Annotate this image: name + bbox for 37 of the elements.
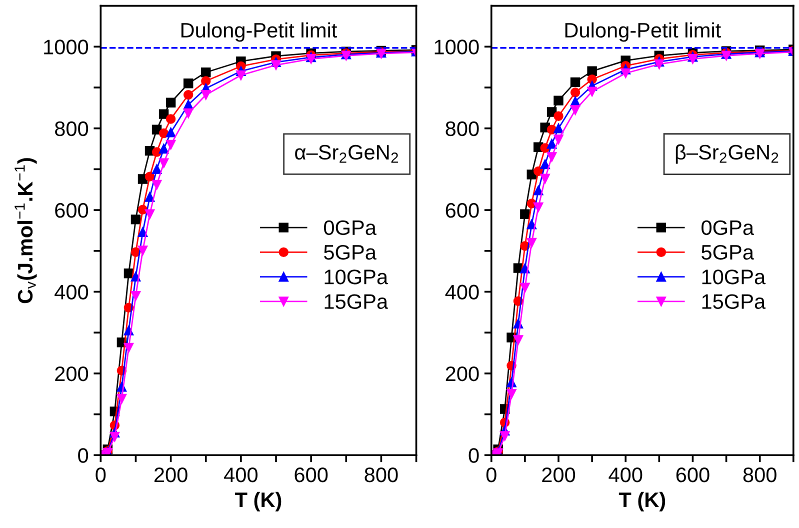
y-tick-label: 800 [55, 121, 88, 136]
y-tick-label: 0 [78, 448, 88, 463]
x-axis-title: T (K) [234, 492, 282, 512]
ref-line-label: Dulong-Petit limit [565, 22, 721, 42]
y-tick-label: 1000 [44, 40, 88, 54]
legend-label: 5GPa [702, 244, 754, 260]
legend-label: 5GPa [324, 244, 376, 260]
ref-line-label: Dulong-Petit limit [181, 22, 338, 42]
legend-label: 10GPa [324, 270, 388, 284]
annotation: α–Sr$_{2}$GeN$_{2}$ [295, 144, 398, 163]
y-tick-label: 600 [55, 203, 88, 218]
x-tick-label: 0 [486, 467, 496, 482]
x-tick-label: 200 [542, 467, 576, 482]
legend-label: 0GPa [702, 220, 754, 236]
legend-label: 15GPa [702, 294, 766, 309]
y-tick-label: 200 [446, 366, 479, 382]
y-tick-label: 1000 [434, 40, 479, 54]
x-tick-label: 800 [364, 467, 398, 482]
x-tick-label: 200 [154, 467, 188, 482]
legend-label: 0GPa [324, 220, 376, 236]
y-tick-label: 600 [446, 203, 479, 218]
y-tick-label: 0 [468, 448, 479, 463]
legend-label: 10GPa [702, 270, 766, 284]
x-tick-label: 800 [743, 467, 776, 482]
x-tick-label: 0 [96, 467, 106, 482]
y-tick-label: 200 [55, 366, 88, 382]
x-tick-label: 400 [224, 467, 258, 482]
x-tick-label: 600 [294, 467, 328, 482]
y-axis-title: C$_{v}$(J.mol$^{−1}$.K$^{−1}$) [14, 158, 37, 304]
y-tick-label: 400 [445, 284, 479, 300]
x-axis-title: T (K) [618, 492, 666, 512]
y-tick-label: 400 [54, 284, 88, 300]
x-tick-label: 600 [676, 467, 710, 482]
annotation: β–Sr$_{2}$GeN$_{2}$ [676, 144, 778, 164]
x-tick-label: 400 [608, 467, 642, 482]
legend-label: 15GPa [324, 294, 388, 309]
y-tick-label: 800 [446, 121, 479, 136]
